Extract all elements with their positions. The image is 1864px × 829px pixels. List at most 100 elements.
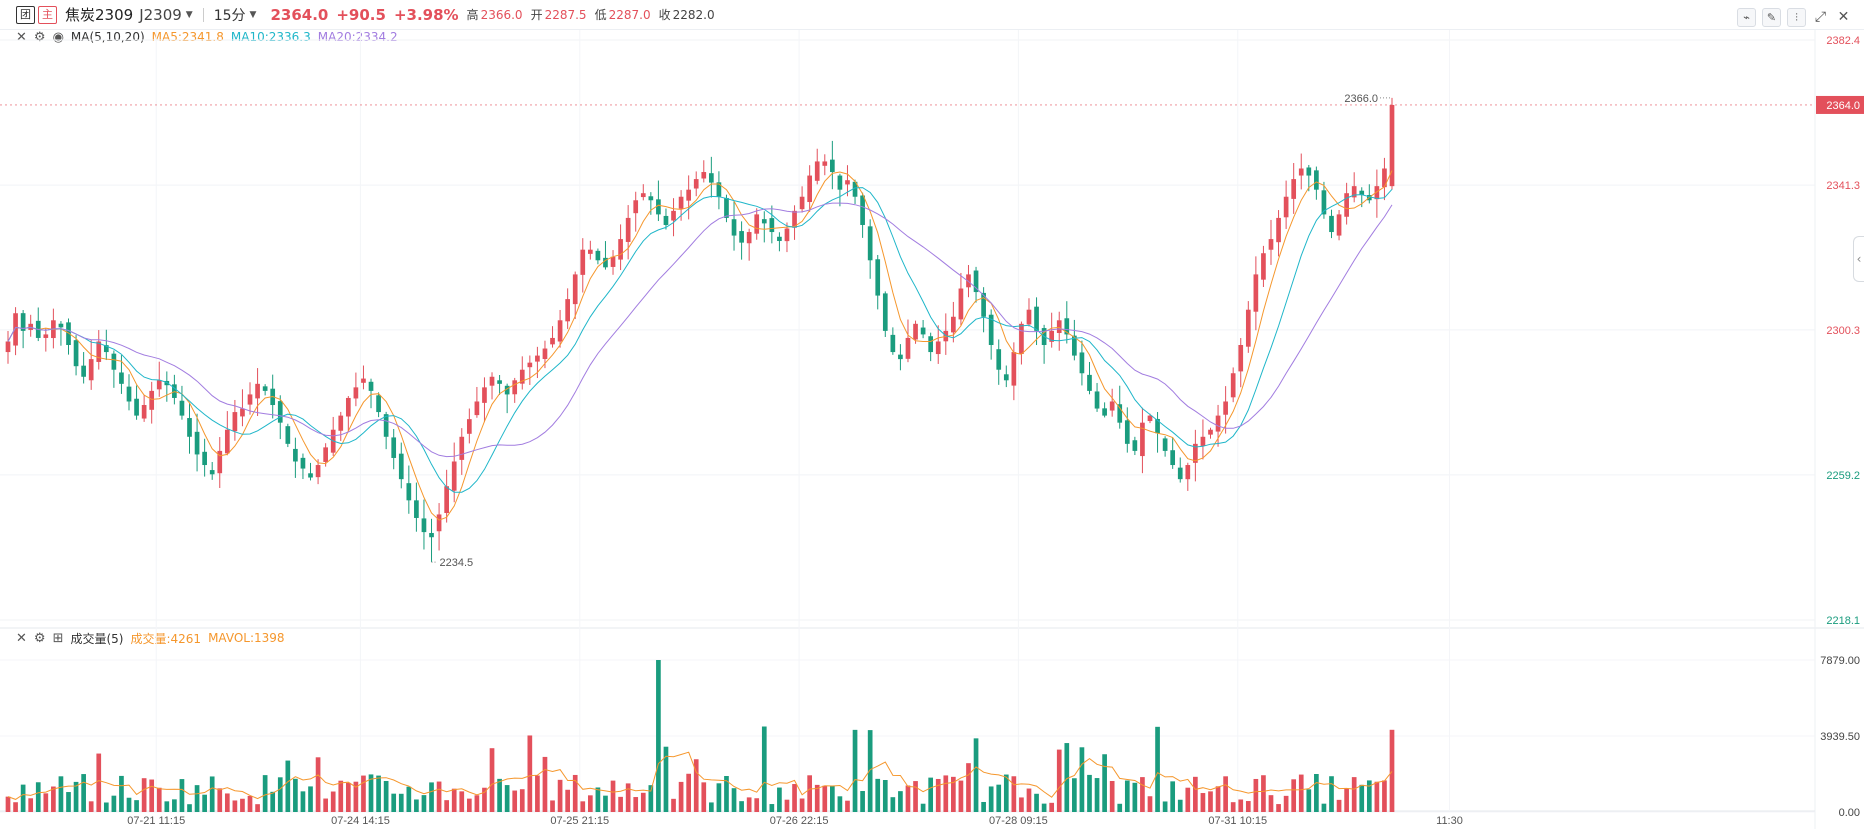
candle-body: [777, 236, 782, 242]
chevron-down-icon[interactable]: ▼: [249, 9, 257, 20]
volume-bar: [898, 791, 903, 812]
candle-body: [1087, 374, 1092, 391]
volume-bar: [905, 785, 911, 812]
close-icon[interactable]: ✕: [16, 630, 27, 646]
volume-bar: [43, 793, 49, 812]
candle-body: [376, 395, 381, 413]
candle-body: [436, 514, 442, 532]
volume-bar: [603, 795, 608, 812]
settings-icon[interactable]: ⚙: [33, 630, 46, 646]
candle-body: [535, 355, 540, 362]
candle-body: [663, 215, 669, 225]
candle-body: [308, 473, 313, 478]
candle-body: [550, 337, 555, 345]
candle-body: [466, 419, 472, 434]
volume-bar: [96, 753, 102, 812]
indicator-icon[interactable]: ⌁: [1737, 8, 1756, 27]
fullscreen-icon[interactable]: ⤢: [1814, 8, 1827, 25]
candle-body: [414, 500, 419, 518]
candle-body: [421, 518, 427, 533]
candle-style-icon[interactable]: ⫶: [1787, 8, 1806, 27]
volume-bar: [293, 778, 298, 812]
candle-body: [141, 405, 147, 419]
volume-bar: [1064, 743, 1070, 812]
settings-icon[interactable]: ⚙: [33, 29, 46, 45]
volume-bar: [1147, 796, 1153, 812]
candle-body: [1291, 179, 1297, 199]
volume-bar: [1140, 777, 1145, 812]
candle-body: [996, 349, 1002, 370]
volume-bar: [746, 797, 752, 812]
volume-bar: [686, 773, 692, 812]
eye-icon[interactable]: ◉: [52, 29, 64, 45]
candle-body: [1344, 193, 1349, 217]
volume-bar: [837, 796, 843, 812]
draw-pencil-icon[interactable]: ✎: [1762, 8, 1781, 27]
candle-body: [1238, 345, 1244, 372]
candle-body: [1223, 401, 1228, 415]
volume-tick-label: 7879.00: [1820, 655, 1860, 667]
candle-body: [625, 217, 631, 242]
volume-bar: [867, 730, 873, 812]
volume-bar: [406, 786, 412, 812]
candle-body: [96, 341, 102, 362]
volume-bar: [172, 799, 177, 812]
volume-bar: [194, 785, 200, 812]
candle-body: [1079, 352, 1085, 374]
chart-toolbar: ⌁ ✎ ⫶ ⤢ ✕: [1737, 8, 1852, 27]
volume-bar: [58, 776, 64, 812]
volume-bar: [421, 795, 427, 812]
candle-body: [28, 323, 34, 330]
volume-bar: [860, 791, 865, 812]
candle-body: [1276, 217, 1281, 243]
volume-bar: [512, 790, 518, 812]
volume-bar: [1117, 803, 1123, 812]
candle-body: [497, 380, 502, 384]
volume-bar: [156, 787, 162, 812]
volume-indicator-name: 成交量(5): [70, 631, 124, 646]
candle-body: [633, 200, 639, 214]
candle-body: [73, 340, 79, 367]
last-price: 2364.0: [270, 5, 329, 24]
candle-body: [951, 316, 956, 333]
candle-body: [1049, 330, 1055, 342]
y-tick-label: 2341.3: [1826, 180, 1860, 192]
volume-bar: [1026, 788, 1032, 812]
kline-chart[interactable]: 2382.4 2341.3 2300.3 2259.2 2218.1 07-21 11:1…: [0, 30, 1864, 829]
volume-bar: [300, 791, 306, 812]
group-badge[interactable]: 团: [16, 5, 35, 24]
volume-bar: [224, 793, 230, 812]
candle-body: [527, 362, 533, 368]
candle-body: [701, 172, 707, 179]
volume-bar: [1306, 789, 1312, 812]
candle-body: [1306, 167, 1312, 176]
candle-body: [1147, 415, 1153, 422]
volume-bar: [1162, 801, 1168, 812]
period-selector[interactable]: 15分: [213, 7, 246, 24]
candle-body: [43, 334, 49, 338]
candle-body: [368, 381, 374, 391]
volume-bar: [716, 783, 722, 812]
volume-bar: [648, 785, 654, 812]
volume-bar: [134, 800, 139, 812]
symbol-code[interactable]: J2309: [139, 5, 182, 24]
volume-bar: [701, 782, 707, 812]
candle-body: [300, 457, 306, 469]
close-icon[interactable]: ✕: [1837, 8, 1850, 25]
volume-bar: [141, 778, 147, 812]
volume-bar: [1253, 778, 1259, 812]
volume-bar: [958, 780, 964, 812]
volume-bar: [1193, 776, 1198, 812]
volume-bar: [1382, 780, 1387, 812]
volume-bar: [66, 792, 71, 812]
volume-bar: [981, 801, 986, 812]
candle-body: [739, 231, 744, 243]
chevron-left-icon[interactable]: ‹: [1853, 236, 1864, 282]
candle-body: [398, 453, 404, 480]
chevron-down-icon[interactable]: ▼: [185, 9, 193, 20]
volume-bar: [368, 774, 374, 812]
volume-bar: [1208, 791, 1213, 812]
add-icon[interactable]: ⊞: [52, 630, 64, 646]
close-icon[interactable]: ✕: [16, 29, 27, 45]
symbol-name[interactable]: 焦炭2309: [65, 6, 134, 24]
